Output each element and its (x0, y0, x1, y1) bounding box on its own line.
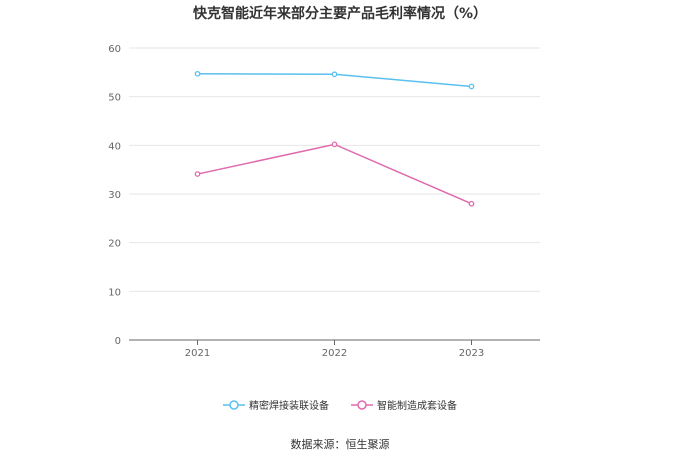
legend-label: 智能制造成套设备 (377, 401, 457, 412)
legend-marker-icon (351, 399, 373, 410)
x-tick-label: 2023 (459, 348, 484, 359)
y-tick-label: 20 (108, 239, 121, 250)
x-tick-label: 2021 (185, 348, 210, 359)
data-source-note: 数据来源：恒生聚源 (290, 438, 390, 451)
y-tick-label: 50 (108, 93, 121, 104)
series-lines (194, 70, 475, 207)
data-point-series-1 (194, 70, 201, 77)
data-point-series-2 (468, 200, 475, 207)
y-tick-label: 0 (115, 336, 121, 347)
y-tick-label: 40 (108, 141, 121, 152)
legend-marker-icon (223, 399, 245, 410)
y-tick-label: 10 (108, 287, 121, 298)
data-point-series-2 (331, 141, 338, 148)
line-chart: 0 10 20 30 40 50 60 2021 2022 2023 (108, 44, 540, 359)
data-point-series-2 (194, 171, 201, 177)
axes: 0 10 20 30 40 50 60 2021 2022 2023 (108, 44, 540, 359)
legend-label: 精密焊接装联设备 (249, 401, 329, 412)
grid-lines (129, 47, 540, 292)
y-tick-label: 60 (108, 44, 121, 55)
chart-title: 快克智能近年来部分主要产品毛利率情况（%） (192, 6, 488, 22)
legend-item-series-1[interactable]: 精密焊接装联设备 (223, 397, 329, 412)
legend: 精密焊接装联设备 智能制造成套设备 (0, 397, 680, 412)
x-tick-label: 2022 (322, 348, 347, 359)
data-point-series-1 (331, 71, 338, 78)
data-point-series-1 (468, 83, 475, 90)
series-line-2 (197, 143, 472, 205)
y-tick-label: 30 (108, 190, 121, 201)
legend-item-series-2[interactable]: 智能制造成套设备 (351, 397, 457, 412)
